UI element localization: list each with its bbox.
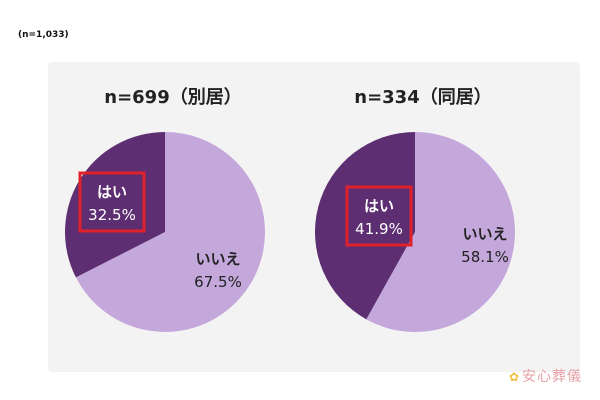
brand-logo: ✿ 安心葬儀 bbox=[509, 366, 582, 386]
highlight-box-0 bbox=[78, 171, 146, 233]
slice-label-no-1: いいえ bbox=[462, 225, 507, 243]
highlight-box-1 bbox=[345, 185, 413, 247]
slice-label-yes-0: はい bbox=[97, 183, 127, 201]
brand-logo-text: 安心葬儀 bbox=[522, 369, 582, 385]
chart-title-separate: n=699（別居） bbox=[104, 87, 242, 108]
slice-value-no-1: 58.1% bbox=[461, 248, 509, 266]
slice-label-yes-1: はい bbox=[364, 197, 394, 215]
pie-slice-no-0 bbox=[75, 132, 265, 332]
sample-size-note: (n=1,033) bbox=[18, 30, 69, 40]
flower-icon: ✿ bbox=[508, 370, 520, 384]
slice-value-no-0: 67.5% bbox=[194, 273, 242, 291]
slice-value-yes-1: 41.9% bbox=[355, 220, 403, 238]
slice-value-yes-0: 32.5% bbox=[88, 206, 136, 224]
slice-label-no-0: いいえ bbox=[195, 250, 240, 268]
pie-slice-yes-0 bbox=[65, 132, 165, 278]
pie-slice-yes-1 bbox=[315, 132, 415, 320]
pie-slice-no-1 bbox=[366, 132, 515, 332]
chart-title-cohabiting: n=334（同居） bbox=[354, 87, 492, 108]
